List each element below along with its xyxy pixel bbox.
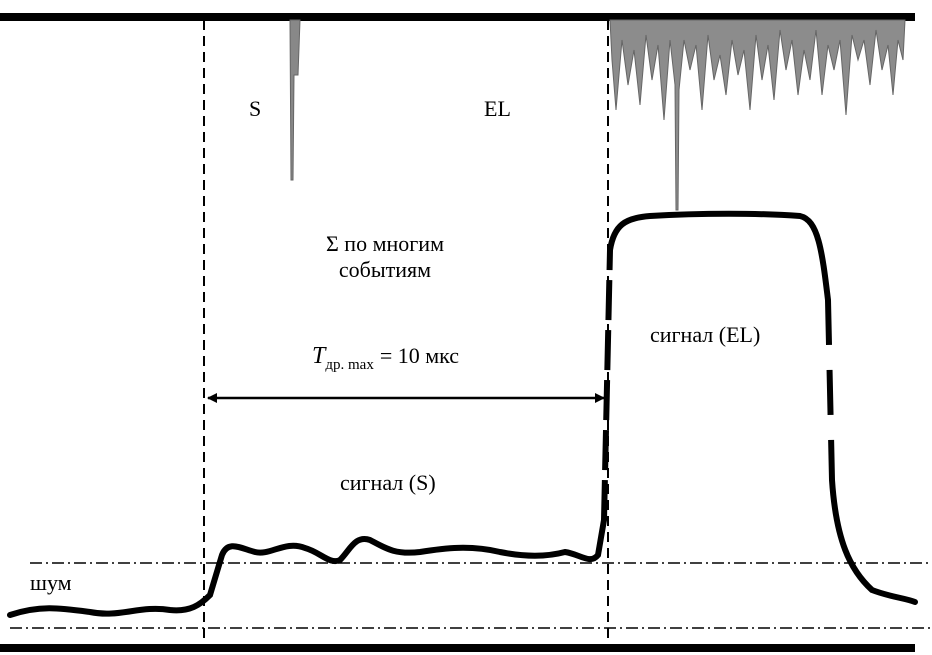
drift-label: Tдр. max = 10 мкс [312,343,459,373]
signal-curve [825,299,835,481]
sum-label: Σ по многим [326,231,444,256]
signal-curve [7,517,607,618]
drift-subscript: др. max [325,357,374,373]
signal-el-label: сигнал (EL) [650,322,760,347]
label-s: S [249,96,261,121]
drift-symbol: T [312,343,327,369]
drift-value: = 10 мкс [380,343,459,368]
s-spike [289,19,301,181]
signal-curve [829,477,918,605]
noise-label: шум [30,570,72,595]
signal-curve [601,249,613,521]
label-el: EL [484,96,511,121]
signal-s-label: сигнал (S) [340,470,436,495]
sum-label: событиям [339,257,431,282]
el-noise [609,19,906,211]
signal-curve [607,210,831,303]
